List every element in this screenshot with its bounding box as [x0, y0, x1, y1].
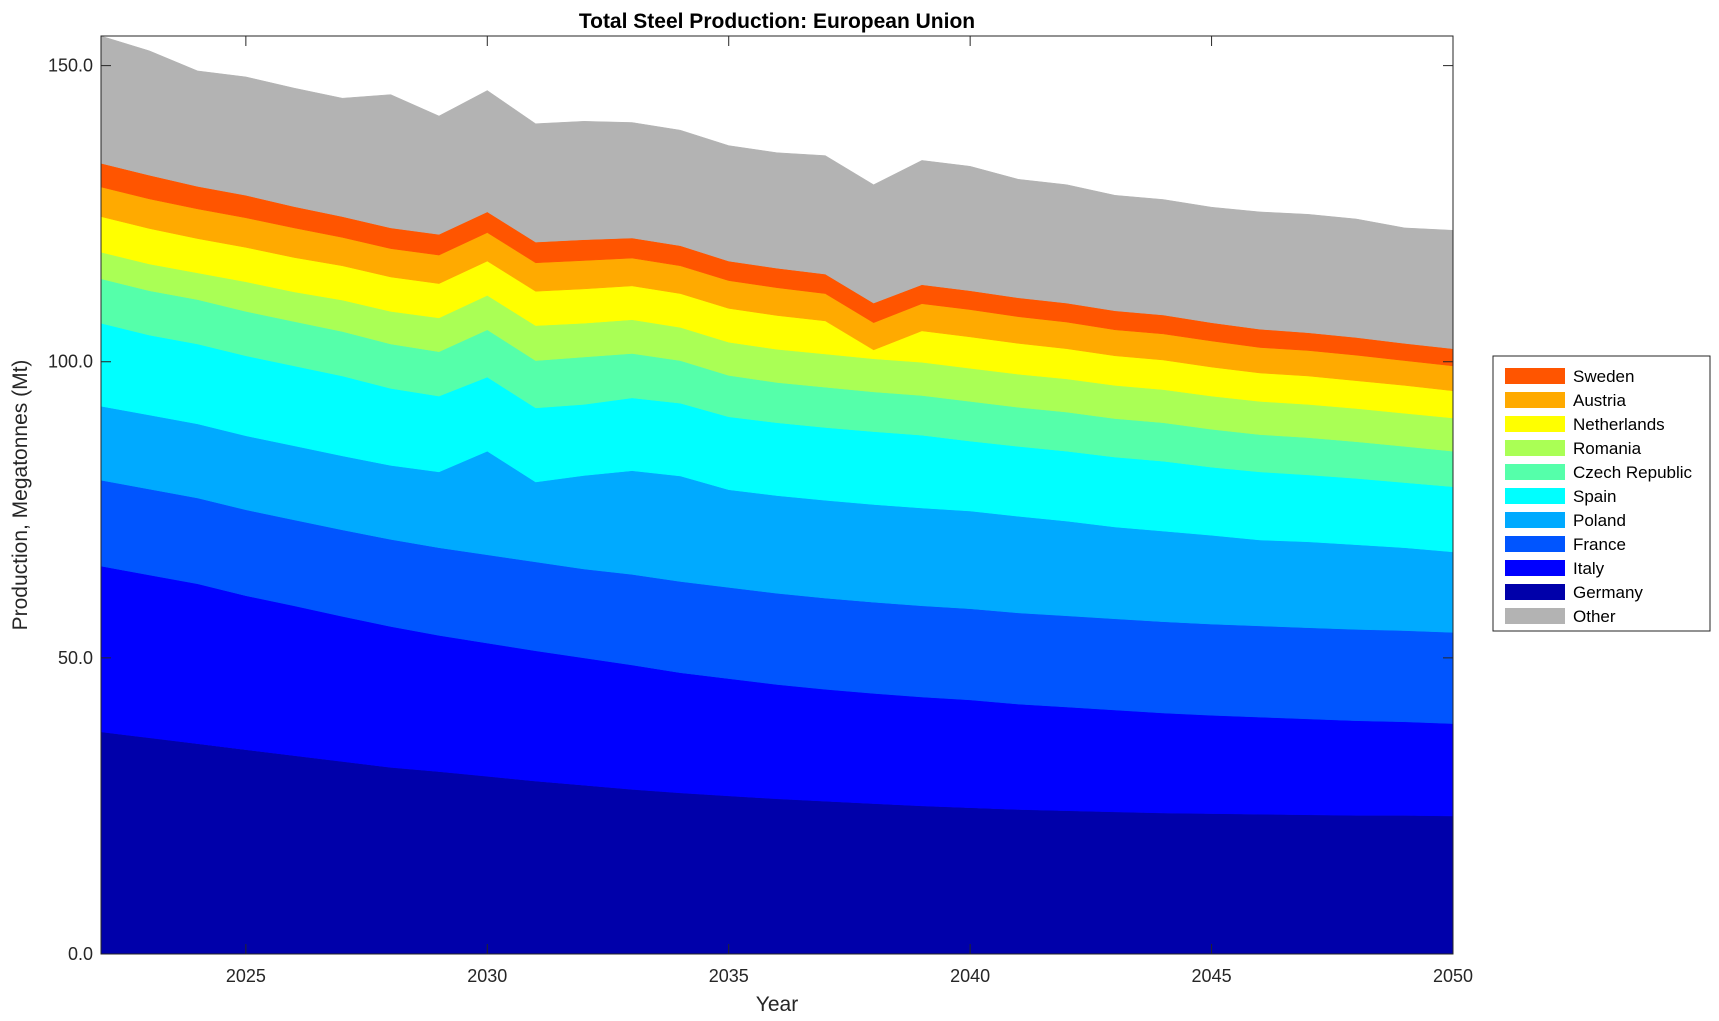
legend-label-italy: Italy: [1573, 559, 1605, 578]
legend-swatch-other: [1505, 608, 1565, 624]
chart-title: Total Steel Production: European Union: [579, 10, 975, 33]
legend-label-other: Other: [1573, 607, 1616, 626]
x-tick-label: 2045: [1192, 966, 1232, 986]
x-tick-label: 2050: [1433, 966, 1473, 986]
x-axis: 2025 2030 2035 2040 2045 2050: [226, 36, 1473, 986]
legend-label-germany: Germany: [1573, 583, 1643, 602]
legend-swatch-germany: [1505, 584, 1565, 600]
legend-swatch-spain: [1505, 488, 1565, 504]
y-axis: 0.0 50.0 100.0 150.0: [48, 56, 1453, 964]
y-tick-label: 150.0: [48, 56, 93, 76]
area-series-group: [100, 35, 1454, 955]
x-tick-label: 2030: [467, 966, 507, 986]
x-tick-label: 2025: [226, 966, 266, 986]
legend: Sweden Austria Netherlands Romania Czech Rep…: [1492, 355, 1711, 632]
x-tick-label: 2040: [950, 966, 990, 986]
legend-swatch-netherlands: [1505, 416, 1565, 432]
legend-label-sweden: Sweden: [1573, 367, 1634, 386]
legend-swatch-romania: [1505, 440, 1565, 456]
y-tick-label: 100.0: [48, 352, 93, 372]
legend-label-romania: Romania: [1573, 439, 1642, 458]
legend-swatch-austria: [1505, 392, 1565, 408]
legend-swatch-czech-republic: [1505, 464, 1565, 480]
legend-swatch-poland: [1505, 512, 1565, 528]
legend-label-poland: Poland: [1573, 511, 1626, 530]
x-tick-label: 2035: [709, 966, 749, 986]
y-tick-label: 0.0: [68, 944, 93, 964]
x-axis-label: Year: [756, 993, 798, 1016]
legend-swatch-italy: [1505, 560, 1565, 576]
legend-swatch-france: [1505, 536, 1565, 552]
legend-label-czech-republic: Czech Republic: [1573, 463, 1693, 482]
legend-swatch-sweden: [1505, 368, 1565, 384]
legend-label-spain: Spain: [1573, 487, 1616, 506]
y-tick-label: 50.0: [58, 648, 93, 668]
y-axis-label: Production, Megatonnes (Mt): [9, 360, 32, 631]
plot-frame: [100, 35, 1454, 955]
legend-label-austria: Austria: [1573, 391, 1626, 410]
legend-label-netherlands: Netherlands: [1573, 415, 1665, 434]
legend-label-france: France: [1573, 535, 1626, 554]
